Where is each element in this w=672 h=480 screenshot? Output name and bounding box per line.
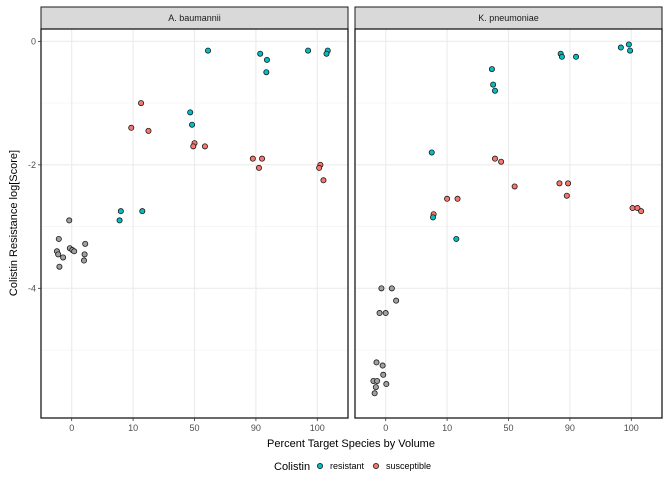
x-axis-a-baumannii: 0 10 50 90 100 <box>69 418 325 433</box>
legend-swatch-susceptible <box>372 462 379 469</box>
data-point-zero <box>66 217 73 224</box>
data-point-susceptible <box>255 164 262 171</box>
data-point-resistant <box>573 53 580 60</box>
data-point-susceptible <box>201 143 208 150</box>
data-point-resistant <box>617 44 624 51</box>
data-point-resistant <box>453 235 460 242</box>
data-point-susceptible <box>491 155 498 162</box>
legend-title: Colistin <box>274 461 310 473</box>
legend-swatch-resistant <box>316 462 323 469</box>
facet-panel-a-baumannii: A. baumannii <box>40 6 349 419</box>
data-point-resistant <box>305 47 312 54</box>
data-point-zero <box>393 297 400 304</box>
data-point-resistant <box>625 41 632 48</box>
legend-label-resistant: resistant <box>330 461 365 471</box>
data-point-zero <box>373 359 380 366</box>
data-point-susceptible <box>320 177 327 184</box>
data-point-zero <box>55 235 62 242</box>
data-point-susceptible <box>563 192 570 199</box>
data-point-resistant <box>263 56 270 63</box>
data-point-resistant <box>491 87 498 94</box>
x-axis-title: Percent Target Species by Volume <box>267 438 435 450</box>
x-axis-k-pneumoniae: 0 10 50 90 100 <box>383 418 639 433</box>
x-tick-label: 10 <box>128 423 138 433</box>
data-point-resistant <box>116 217 123 224</box>
data-point-resistant <box>488 66 495 73</box>
data-point-zero <box>56 263 63 270</box>
x-tick-label: 100 <box>310 423 325 433</box>
panel-points <box>53 47 331 270</box>
data-point-zero <box>80 257 87 264</box>
data-point-resistant <box>189 121 196 128</box>
x-tick-label: 10 <box>442 423 452 433</box>
x-tick-label: 90 <box>565 423 575 433</box>
facet-strip-title: A. baumannii <box>168 13 221 23</box>
x-tick-label: 50 <box>189 423 199 433</box>
data-point-susceptible <box>556 180 563 187</box>
data-point-susceptible <box>511 183 518 190</box>
data-point-resistant <box>263 69 270 76</box>
data-point-zero <box>380 371 387 378</box>
data-point-resistant <box>205 47 212 54</box>
data-point-zero <box>378 285 385 292</box>
data-point-susceptible <box>316 164 323 171</box>
data-point-zero <box>383 381 390 388</box>
y-tick-label: 0 <box>31 36 36 46</box>
x-tick-label: 90 <box>251 423 261 433</box>
data-point-resistant <box>117 208 124 215</box>
panel-gridlines <box>41 29 348 418</box>
data-point-zero <box>71 248 78 255</box>
panel-gridlines <box>355 29 662 418</box>
x-tick-label: 0 <box>383 423 388 433</box>
data-point-susceptible <box>259 155 266 162</box>
data-point-resistant <box>257 50 264 57</box>
data-point-susceptible <box>565 180 572 187</box>
data-point-zero <box>60 254 67 261</box>
x-tick-label: 0 <box>69 423 74 433</box>
data-point-resistant <box>139 208 146 215</box>
data-point-zero <box>379 362 386 369</box>
facet-panel-k-pneumoniae: K. pneumoniae <box>354 6 663 419</box>
legend: Colistin resistant susceptible <box>274 461 431 473</box>
data-point-susceptible <box>138 100 145 107</box>
data-point-resistant <box>428 149 435 156</box>
data-point-susceptible <box>249 155 256 162</box>
data-point-zero <box>371 390 378 397</box>
data-point-zero <box>382 310 389 317</box>
y-axis-title: Colistin Resistance log[Score] <box>8 150 20 296</box>
y-axis: 0 -2 -4 <box>28 36 41 293</box>
data-point-zero <box>82 240 89 247</box>
data-point-resistant <box>627 47 634 54</box>
data-point-susceptible <box>128 124 135 131</box>
data-point-zero <box>388 285 395 292</box>
data-point-susceptible <box>145 127 152 134</box>
x-tick-label: 100 <box>624 423 639 433</box>
facet-strip-title: K. pneumoniae <box>478 13 539 23</box>
data-point-susceptible <box>498 158 505 165</box>
data-point-susceptible <box>454 195 461 202</box>
data-point-zero <box>374 377 381 384</box>
data-point-resistant <box>558 53 565 60</box>
panel-points <box>370 41 645 397</box>
data-point-resistant <box>490 81 497 88</box>
data-point-zero <box>55 251 62 258</box>
data-point-zero <box>376 310 383 317</box>
data-point-susceptible <box>638 208 645 215</box>
data-point-susceptible <box>629 205 636 212</box>
data-point-resistant <box>187 109 194 116</box>
data-point-resistant <box>429 214 436 221</box>
data-point-zero <box>81 251 88 258</box>
legend-label-susceptible: susceptible <box>386 461 431 471</box>
y-tick-label: -4 <box>28 283 36 293</box>
data-point-susceptible <box>190 143 197 150</box>
data-point-susceptible <box>444 195 451 202</box>
y-tick-label: -2 <box>28 160 36 170</box>
data-point-zero <box>372 384 379 391</box>
x-tick-label: 50 <box>503 423 513 433</box>
data-point-resistant <box>323 50 330 57</box>
